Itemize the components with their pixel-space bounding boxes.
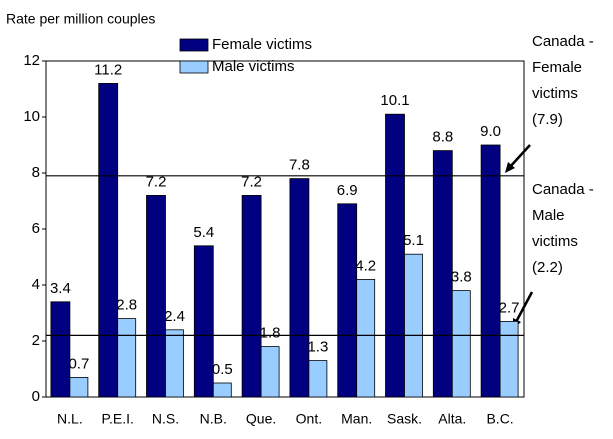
y-tick-label: 0 [32,388,40,405]
x-tick-label: N.B. [200,411,227,427]
data-label: 2.4 [164,308,185,325]
legend-swatch [179,60,209,74]
y-tick-label: 10 [23,108,40,125]
data-label: 6.9 [337,182,358,199]
annotation: (7.9) [532,111,563,128]
annotation: Canada - [532,181,594,198]
x-tick-label: Man. [341,411,372,427]
x-tick-label: Ont. [296,411,322,427]
bar [289,178,310,398]
y-tick-label: 8 [32,164,40,181]
annotation: Male [532,207,565,224]
data-label: 5.1 [403,232,424,249]
x-tick-label: Sask. [387,411,422,427]
bar [499,320,519,398]
annotation: victims [532,85,578,102]
annotation: Canada - [532,33,594,50]
legend-label: Female victims [212,36,312,53]
bar [212,382,232,398]
data-label: 0.5 [212,361,233,378]
y-tick-label: 6 [32,220,40,237]
x-tick-label: Que. [246,411,276,427]
bar [337,203,358,398]
x-tick-label: N.L. [57,411,83,427]
bar [432,150,453,398]
data-label: 4.2 [355,257,376,274]
y-axis-label: Rate per million couples [6,11,155,27]
data-label: 3.8 [451,269,472,286]
bar [69,376,89,398]
data-label: 7.8 [289,157,310,174]
annotation: victims [532,233,578,250]
data-label: 9.0 [480,123,501,140]
bar [98,83,119,398]
x-tick-label: B.C. [486,411,513,427]
data-label: 0.7 [68,355,89,372]
data-label: 11.2 [94,61,122,78]
bar [50,301,71,398]
y-tick-label: 2 [32,332,40,349]
arrow [514,291,534,323]
bar [193,245,214,398]
data-label: 2.7 [499,299,520,316]
y-tick-label: 12 [23,52,40,69]
bar [404,253,423,398]
annotation: Female [532,59,582,76]
y-tick-label: 4 [32,276,40,293]
data-label: 2.8 [116,297,137,314]
x-tick-label: N.S. [152,411,179,427]
bar [117,318,137,398]
legend-swatch [179,38,209,52]
bar [385,113,405,398]
bar [241,194,262,398]
bar [356,278,376,398]
x-tick-label: P.E.I. [101,411,133,427]
data-label: 7.2 [146,173,167,190]
data-label: 7.2 [241,173,262,190]
data-label: 1.8 [260,325,281,342]
bar [146,194,166,398]
bar [451,290,471,398]
data-label: 8.8 [432,129,453,146]
bar [165,329,184,398]
data-label: 10.1 [380,92,409,109]
arrow [508,144,531,169]
data-label: 1.3 [307,339,328,356]
data-label: 3.4 [50,280,71,297]
bar [308,360,328,398]
annotation: (2.2) [532,259,563,276]
arrow-head [505,162,515,173]
x-tick-label: Alta. [438,411,466,427]
bar [480,144,501,398]
data-label: 5.4 [193,224,214,241]
bar [260,346,280,398]
legend-label: Male victims [212,58,295,75]
